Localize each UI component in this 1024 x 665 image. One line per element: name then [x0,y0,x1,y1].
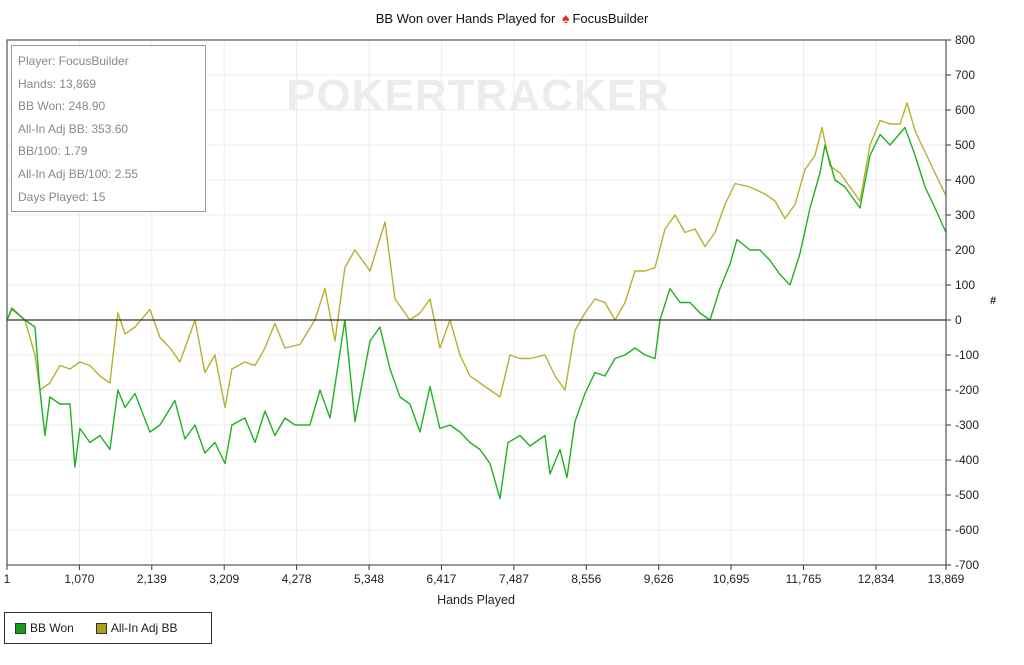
x-tick-label: 3,209 [209,572,239,586]
chart-title: BB Won over Hands Played for ♠ FocusBuild… [0,10,1024,26]
x-axis-label: Hands Played [437,593,515,607]
series-line-bb-won [6,126,947,500]
stats-info-box: Player: FocusBuilder Hands: 13,869 BB Wo… [11,45,206,212]
x-tick-label: 12,834 [858,572,895,586]
info-days-played: Days Played: 15 [18,189,106,204]
plot-frame [6,39,947,566]
x-tick-label: 11,765 [786,572,822,586]
legend-item-allin-adj-bb[interactable]: All-In Adj BB [95,621,178,635]
legend-item-bb-won[interactable]: BB Won [15,621,74,635]
legend-swatch-allin-adj-bb [95,622,107,634]
x-tick-label: 6,417 [426,572,456,586]
info-allin-adj-bb: All-In Adj BB: 353.60 [18,121,129,136]
y-tick-label: -100 [955,348,979,362]
x-tick-label: 2,139 [137,572,167,586]
series-line-all-in-adj-bb [6,102,947,409]
chart-title-text: BB Won over Hands Played for [375,11,556,26]
spade-icon: ♠ [562,10,570,26]
y-tick-label: -600 [955,523,979,537]
x-tick-label: 9,626 [644,572,674,586]
x-tick-label: 5,348 [354,572,384,586]
info-bb-won: BB Won: 248.90 [18,99,106,114]
y-tick-label: -500 [955,488,979,502]
info-bb-per-100: BB/100: 1.79 [18,144,88,159]
y-tick-label: -300 [955,418,979,432]
y-tick-label: -200 [955,383,979,397]
y-tick-label: 800 [955,33,975,47]
y-tick-label: 500 [955,138,975,152]
y-tick-label: 200 [955,243,975,257]
x-tick-label: 8,556 [571,572,601,586]
info-hands: Hands: 13,869 [18,76,97,91]
y-tick-label: -700 [955,558,979,572]
y-tick-label: 0 [955,313,962,327]
watermark: POKERTRACKER [286,71,670,120]
series-group [6,102,947,500]
legend: BB Won All-In Adj BB [4,612,212,644]
x-tick-label: 1,070 [64,572,94,586]
legend-swatch-bb-won [15,622,26,634]
y-axis-label: # [990,295,997,307]
x-tick-label: 1 [4,572,11,586]
y-tick-label: 700 [955,68,975,82]
y-tick-label: 100 [955,278,975,292]
x-tick-label: 10,695 [713,572,750,586]
y-tick-label: 300 [955,208,975,222]
x-tick-label: 13,869 [928,572,965,586]
info-player: Player: FocusBuilder [18,54,129,68]
legend-label-allin-adj-bb: All-In Adj BB [110,621,178,635]
x-tick-label: 7,487 [499,572,529,586]
info-allin-adj-bb-per-100: All-In Adj BB/100: 2.55 [18,166,139,181]
chart-title-player: FocusBuilder [572,11,649,26]
axes: 800 700 600 500 400 300 200 100 0 -100 -200 -300 -40… [4,33,980,586]
y-tick-label: 600 [955,103,975,117]
legend-label-bb-won: BB Won [30,621,74,635]
y-tick-label: 400 [955,173,975,187]
x-tick-label: 4,278 [282,572,312,586]
y-tick-label: -400 [955,453,979,467]
